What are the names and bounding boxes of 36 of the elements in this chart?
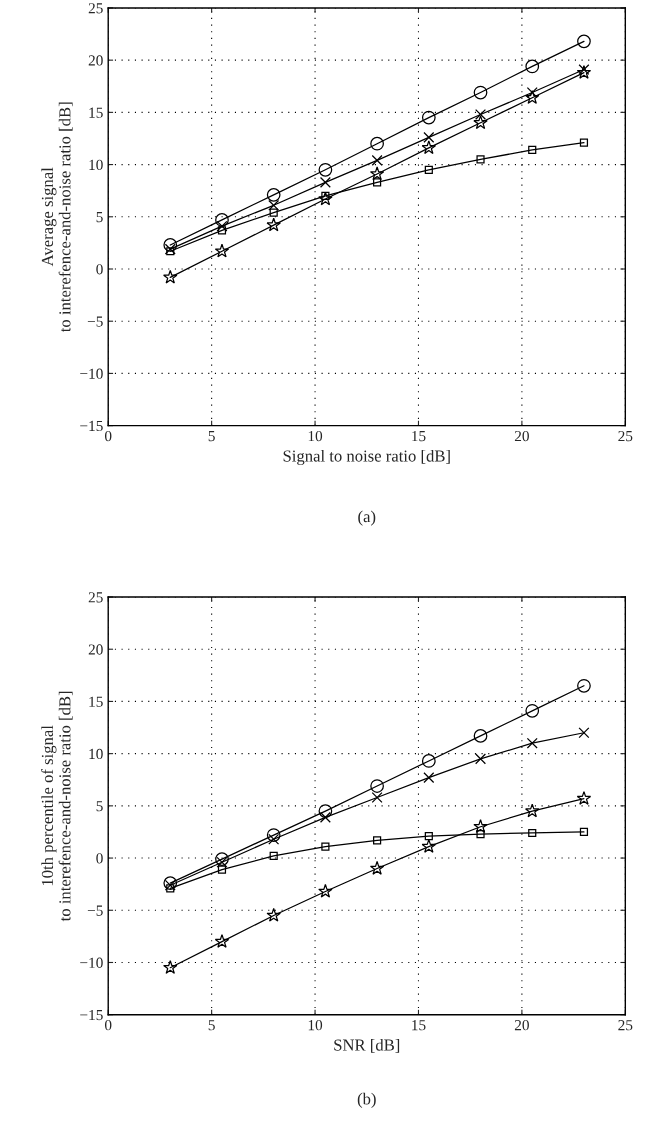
y-tick-label: 5 <box>96 801 103 812</box>
y-tick-label: 20 <box>88 644 103 655</box>
y-tick-label: 25 <box>88 3 103 14</box>
y-axis-title: Average signal to interefence-and-noise ratio [dB] <box>41 102 73 333</box>
y-tick-label: 15 <box>89 696 103 707</box>
y-tick-label: 0 <box>96 853 103 864</box>
y-tick-label: −10 <box>80 957 103 968</box>
y-tick-label: −5 <box>87 905 103 916</box>
y-tick-label: 5 <box>96 212 103 223</box>
x-tick-label: 0 <box>104 1019 112 1031</box>
x-tick-label: 20 <box>514 1019 529 1031</box>
y-axis-title: 10th percentile of signal to interefence-and-noise ratio [dB] <box>41 691 73 922</box>
text: (b) <box>357 1092 376 1108</box>
x-tick-label: 15 <box>412 431 426 442</box>
y-tick-label: 10 <box>89 748 103 760</box>
x-tick-label: 25 <box>618 430 633 442</box>
y-tick-label: −10 <box>80 368 103 379</box>
y-tick-label: −15 <box>80 420 103 432</box>
y-tick-label: 15 <box>89 107 103 118</box>
y-tick-label: 0 <box>96 264 103 275</box>
y-tick-label: 25 <box>88 592 103 603</box>
x-tick-label: 5 <box>208 431 215 442</box>
y-tick-label: −15 <box>80 1009 103 1021</box>
x-tick-label: 5 <box>208 1020 215 1031</box>
x-tick-label: 20 <box>514 430 529 442</box>
y-tick-label: −5 <box>87 316 103 327</box>
x-tick-label: 0 <box>104 430 112 442</box>
x-axis-title: Signal to noise ratio [dB] <box>283 449 450 466</box>
x-tick-label: 25 <box>618 1020 633 1031</box>
x-tick-label: 15 <box>412 1020 426 1031</box>
x-axis-title: SNR [dB] <box>334 1038 400 1053</box>
y-tick-label: 20 <box>88 55 103 66</box>
x-tick-label: 10 <box>308 430 323 442</box>
text: (a) <box>358 510 376 526</box>
y-tick-label: 10 <box>89 159 103 171</box>
x-tick-label: 10 <box>308 1019 323 1031</box>
